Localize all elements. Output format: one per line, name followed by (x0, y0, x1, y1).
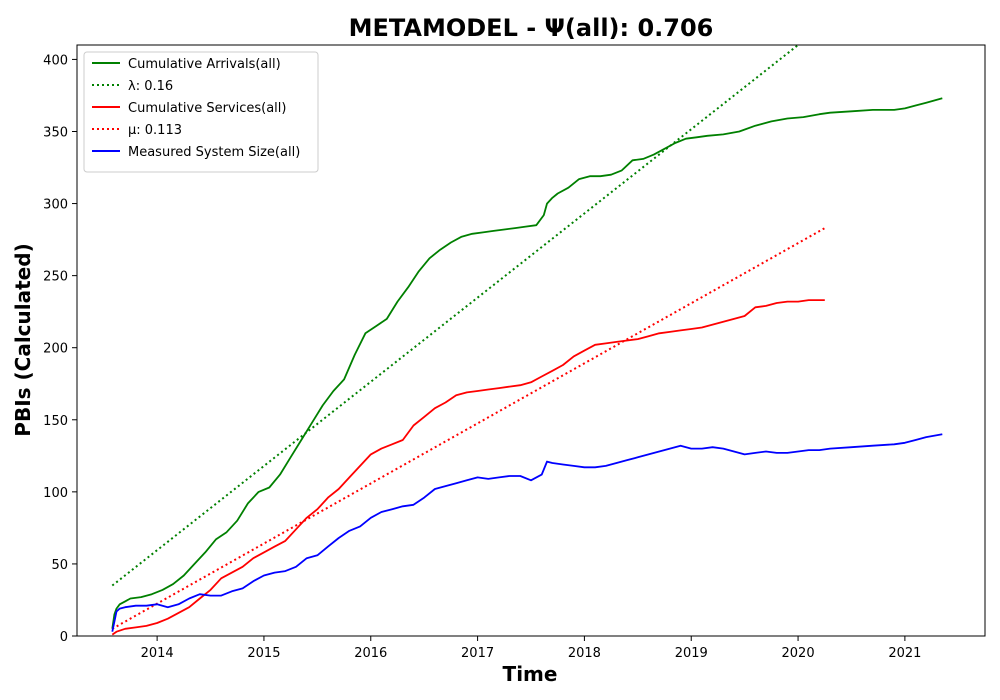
y-tick-label: 0 (60, 630, 68, 645)
y-tick-label: 50 (51, 558, 68, 573)
x-tick-label: 2016 (354, 646, 387, 661)
legend-label-1: λ: 0.16 (128, 79, 173, 94)
y-tick-label: 400 (43, 53, 68, 68)
legend-box (83, 51, 319, 173)
chart-title: METAMODEL - Ψ(all): 0.706 (349, 14, 714, 42)
series-line-0 (111, 97, 943, 629)
legend-label-0: Cumulative Arrivals(all) (128, 57, 281, 72)
y-tick-label: 250 (43, 270, 68, 285)
y-axis-label: PBIs (Calculated) (11, 243, 35, 436)
y-tick-label: 150 (43, 414, 68, 429)
legend-label-3: μ: 0.113 (128, 123, 182, 138)
x-axis-label: Time (503, 662, 558, 686)
legend-label-4: Measured System Size(all) (128, 145, 300, 160)
plot-frame (76, 44, 986, 637)
x-tick-label: 2017 (461, 646, 494, 661)
y-tick-label: 100 (43, 486, 68, 501)
x-tick-label: 2014 (141, 646, 174, 661)
series-line-2 (111, 299, 825, 636)
legend-label-2: Cumulative Services(all) (128, 101, 286, 116)
series-line-1 (111, 45, 799, 587)
legend: Cumulative Arrivals(all) λ: 0.16 Cumulativ… (83, 51, 319, 173)
series-line-3 (111, 227, 826, 630)
x-tick-label: 2018 (568, 646, 601, 661)
x-tick-label: 2020 (782, 646, 815, 661)
axes: 2014 2015 2016 2017 2018 2019 2020 2021 0 50 100 15… (43, 44, 986, 661)
series-group (111, 45, 943, 636)
y-tick-label: 200 (43, 342, 68, 357)
y-tick-label: 350 (43, 125, 68, 140)
x-tick-label: 2015 (247, 646, 280, 661)
x-tick-label: 2019 (675, 646, 708, 661)
y-tick-label: 300 (43, 198, 68, 213)
series-line-4 (111, 433, 943, 632)
plot-area (111, 45, 943, 636)
x-tick-label: 2021 (888, 646, 921, 661)
